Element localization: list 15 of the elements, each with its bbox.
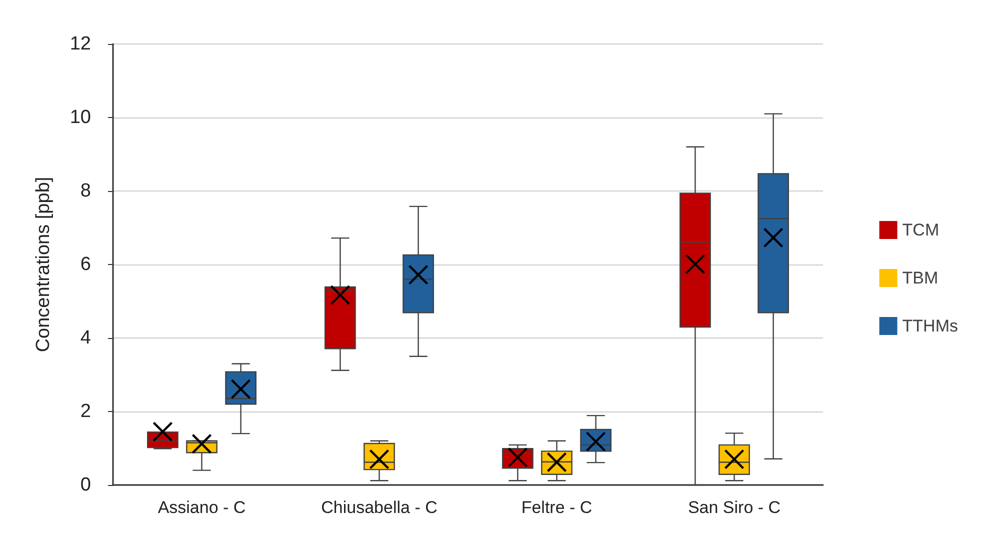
x-tick-label: Feltre - C (521, 498, 592, 517)
legend-label: TCM (902, 220, 940, 240)
y-axis-title: Concentrations [ppb] (33, 176, 54, 352)
legend-label: TBM (902, 268, 938, 288)
y-tick-label: 0 (80, 474, 91, 496)
y-tick-label: 6 (80, 254, 91, 275)
legend-label: TTHMs (902, 316, 958, 336)
x-tick-label: Chiusabella - C (321, 498, 438, 517)
x-tick-label: San Siro - C (688, 498, 781, 517)
y-tick-label: 2 (80, 401, 91, 422)
y-tick-label: 4 (80, 328, 92, 348)
x-tick-label: Assiano - C (158, 498, 246, 517)
y-tick-label: 8 (80, 180, 91, 202)
y-tick-label: 10 (70, 107, 91, 128)
y-tick-label: 12 (70, 34, 91, 54)
